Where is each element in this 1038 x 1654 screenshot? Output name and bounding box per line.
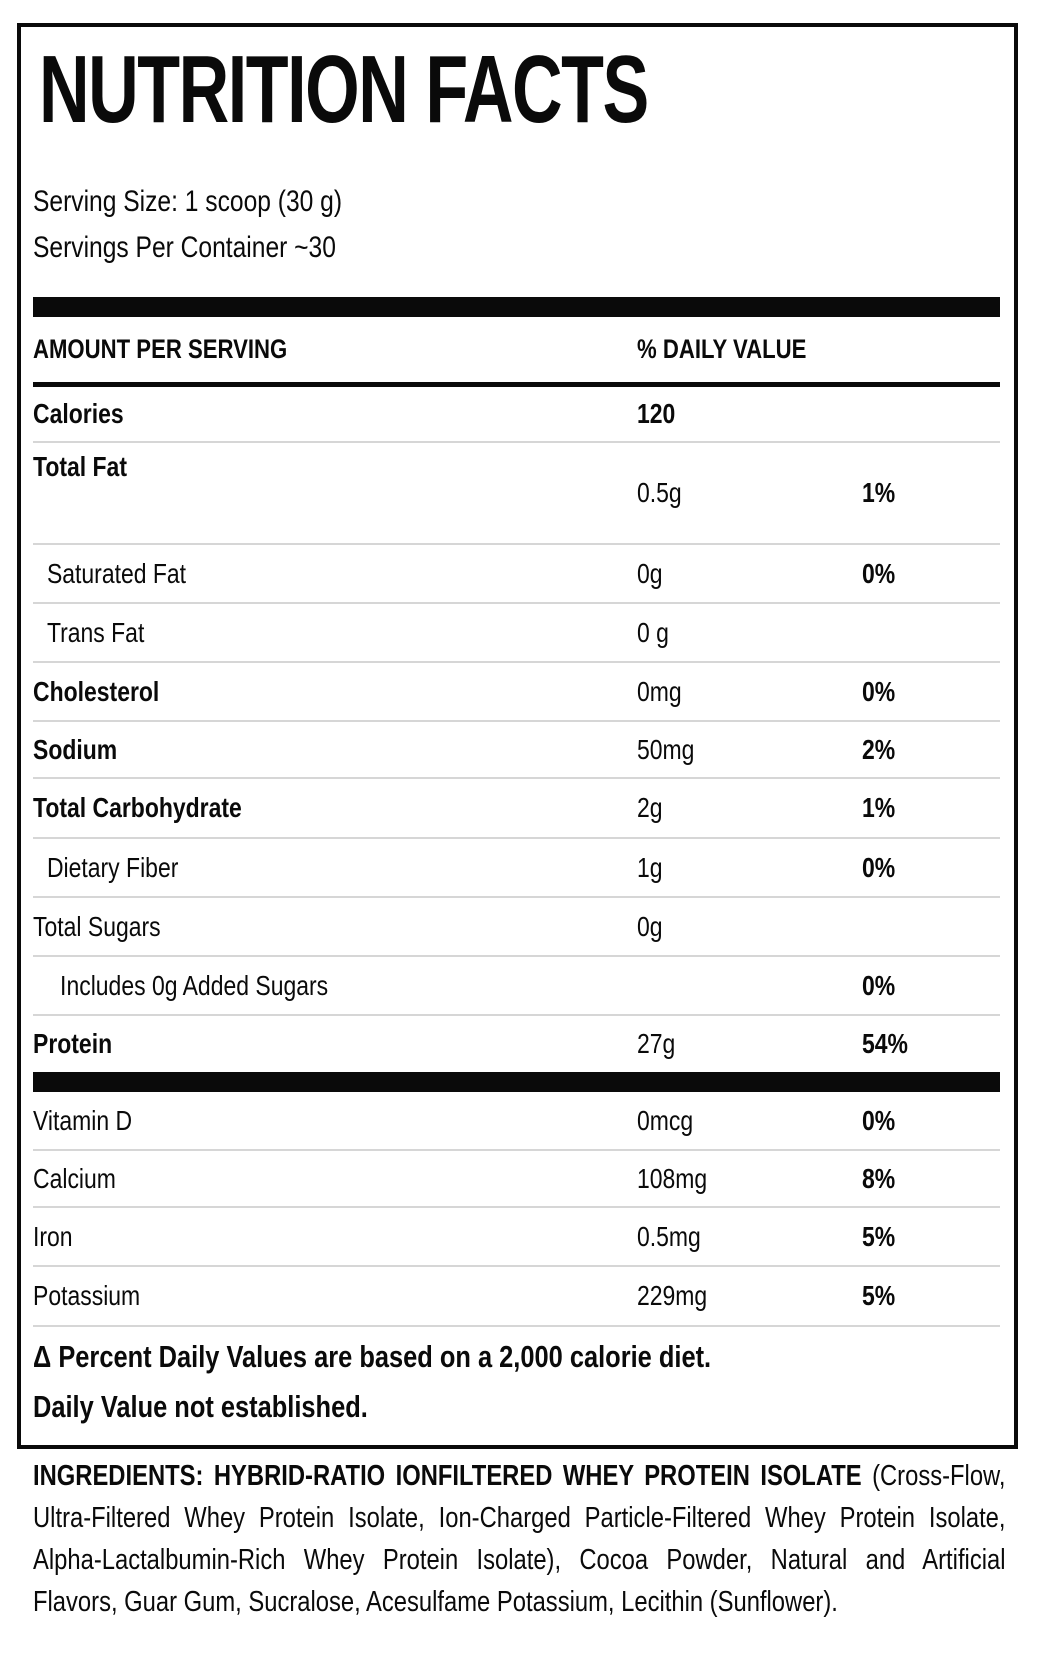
nutrient-dv: 1% bbox=[862, 792, 896, 823]
nutrient-dv: 0% bbox=[862, 675, 896, 707]
nutrient-row-protein: Protein 27g 54% bbox=[33, 1016, 1000, 1072]
nutrient-dv: 0% bbox=[862, 1104, 896, 1136]
nutrient-amount: 120 bbox=[637, 398, 676, 429]
nutrient-amount: 2g bbox=[637, 792, 663, 823]
nutrient-label: Protein bbox=[33, 1028, 113, 1059]
nutrient-label: Saturated Fat bbox=[46, 557, 187, 589]
nutrient-label: Total Fat bbox=[33, 451, 127, 482]
nutrient-row-total-fat: Total Fat 0.5g 1% bbox=[33, 443, 1000, 545]
amount-per-serving-header: AMOUNT PER SERVING bbox=[33, 334, 288, 364]
ingredients-line-1: INGREDIENTS: HYBRID-RATIO IONFILTERED WH… bbox=[33, 1455, 1006, 1497]
nutrient-label: Trans Fat bbox=[46, 616, 145, 648]
nutrient-amount: 0g bbox=[637, 910, 663, 942]
ingredients-line-4: Flavors, Guar Gum, Sucralose, Acesulfame… bbox=[33, 1586, 838, 1618]
nutrient-label: Vitamin D bbox=[33, 1104, 133, 1136]
ingredients-line-1-rest: (Cross-Flow, bbox=[872, 1460, 1006, 1492]
serving-size-text: Serving Size: 1 scoop (30 g) bbox=[33, 185, 343, 218]
nutrient-label: Sodium bbox=[33, 733, 118, 765]
ingredients-heading: INGREDIENTS: HYBRID-RATIO IONFILTERED WH… bbox=[33, 1460, 862, 1492]
nutrient-row-sodium: Sodium 50mg 2% bbox=[33, 722, 1000, 779]
nutrient-row-calories: Calories 120 bbox=[33, 387, 1000, 443]
daily-value-header: % DAILY VALUE bbox=[637, 334, 807, 364]
section-divider-bar-top bbox=[33, 297, 1000, 317]
nutrient-amount: 50mg bbox=[637, 733, 695, 765]
nutrient-row-calcium: Calcium 108mg 8% bbox=[33, 1151, 1000, 1208]
servings-per-container-text: Servings Per Container ~30 bbox=[33, 231, 336, 264]
ingredients-paragraph: INGREDIENTS: HYBRID-RATIO IONFILTERED WH… bbox=[33, 1455, 1006, 1623]
nutrient-row-cholesterol: Cholesterol 0mg 0% bbox=[33, 663, 1000, 722]
nutrient-amount: 229mg bbox=[637, 1280, 708, 1311]
nutrient-row-trans-fat: Trans Fat 0 g bbox=[33, 604, 1000, 663]
nutrient-dv: 5% bbox=[862, 1220, 896, 1252]
nutrient-label: Includes 0g Added Sugars bbox=[60, 969, 329, 1001]
nutrient-amount: 0 g bbox=[637, 616, 669, 648]
nutrient-dv: 0% bbox=[862, 557, 896, 589]
nutrient-label: Potassium bbox=[33, 1280, 141, 1311]
nutrient-amount: 108mg bbox=[637, 1162, 708, 1194]
nutrient-amount: 0g bbox=[637, 557, 663, 589]
table-header-row: AMOUNT PER SERVING % DAILY VALUE bbox=[33, 317, 1000, 387]
label-title: NUTRITION FACTS bbox=[39, 36, 1000, 143]
nutrient-label: Cholesterol bbox=[33, 675, 160, 707]
dv-not-established-footnote: Daily Value not established. bbox=[33, 1387, 1000, 1427]
label-title-text: NUTRITION FACTS bbox=[39, 36, 649, 143]
nutrient-label: Calcium bbox=[33, 1162, 116, 1194]
nutrient-dv: 8% bbox=[862, 1162, 896, 1194]
dv-not-established-text: Daily Value not established. bbox=[33, 1389, 368, 1424]
daily-value-footnote: Δ Percent Daily Values are based on a 2,… bbox=[33, 1337, 1000, 1377]
nutrient-amount: 0.5g bbox=[637, 477, 682, 508]
nutrient-dv: 0% bbox=[862, 851, 896, 883]
daily-value-footnote-text: Δ Percent Daily Values are based on a 2,… bbox=[33, 1339, 712, 1374]
nutrient-amount: 0.5mg bbox=[637, 1220, 701, 1252]
nutrition-label-box: NUTRITION FACTS Serving Size: 1 scoop (3… bbox=[17, 23, 1018, 1449]
section-divider-bar-middle bbox=[33, 1072, 1000, 1092]
nutrient-row-potassium: Potassium 229mg 5% bbox=[33, 1267, 1000, 1327]
nutrient-amount: 1g bbox=[637, 851, 663, 883]
ingredients-line-3: Alpha-Lactalbumin-Rich Whey Protein Isol… bbox=[33, 1544, 1006, 1576]
nutrient-dv: 5% bbox=[862, 1280, 896, 1311]
nutrient-label: Calories bbox=[33, 398, 124, 429]
nutrient-amount: 0mcg bbox=[637, 1104, 694, 1136]
nutrient-row-iron: Iron 0.5mg 5% bbox=[33, 1208, 1000, 1267]
ingredients-line-2: Ultra-Filtered Whey Protein Isolate, Ion… bbox=[33, 1502, 1006, 1534]
nutrient-row-total-sugars: Total Sugars 0g bbox=[33, 898, 1000, 957]
nutrient-dv: 2% bbox=[862, 733, 896, 765]
nutrient-amount: 27g bbox=[637, 1028, 676, 1059]
nutrient-row-added-sugars: Includes 0g Added Sugars 0% bbox=[33, 957, 1000, 1016]
nutrient-row-vitamin-d: Vitamin D 0mcg 0% bbox=[33, 1092, 1000, 1151]
nutrient-row-total-carbohydrate: Total Carbohydrate 2g 1% bbox=[33, 779, 1000, 839]
nutrient-label: Total Sugars bbox=[33, 910, 161, 942]
nutrient-label: Dietary Fiber bbox=[46, 851, 179, 883]
nutrient-amount: 0mg bbox=[637, 675, 682, 707]
nutrient-row-dietary-fiber: Dietary Fiber 1g 0% bbox=[33, 839, 1000, 898]
nutrient-label: Iron bbox=[33, 1220, 73, 1252]
nutrient-dv: 54% bbox=[862, 1028, 908, 1059]
servings-per-container-line: Servings Per Container ~30 bbox=[33, 231, 1000, 265]
serving-size-line: Serving Size: 1 scoop (30 g) bbox=[33, 185, 1000, 219]
nutrient-dv: 0% bbox=[862, 969, 896, 1001]
nutrient-dv: 1% bbox=[862, 477, 896, 508]
nutrient-row-saturated-fat: Saturated Fat 0g 0% bbox=[33, 545, 1000, 604]
nutrient-label: Total Carbohydrate bbox=[33, 792, 242, 823]
